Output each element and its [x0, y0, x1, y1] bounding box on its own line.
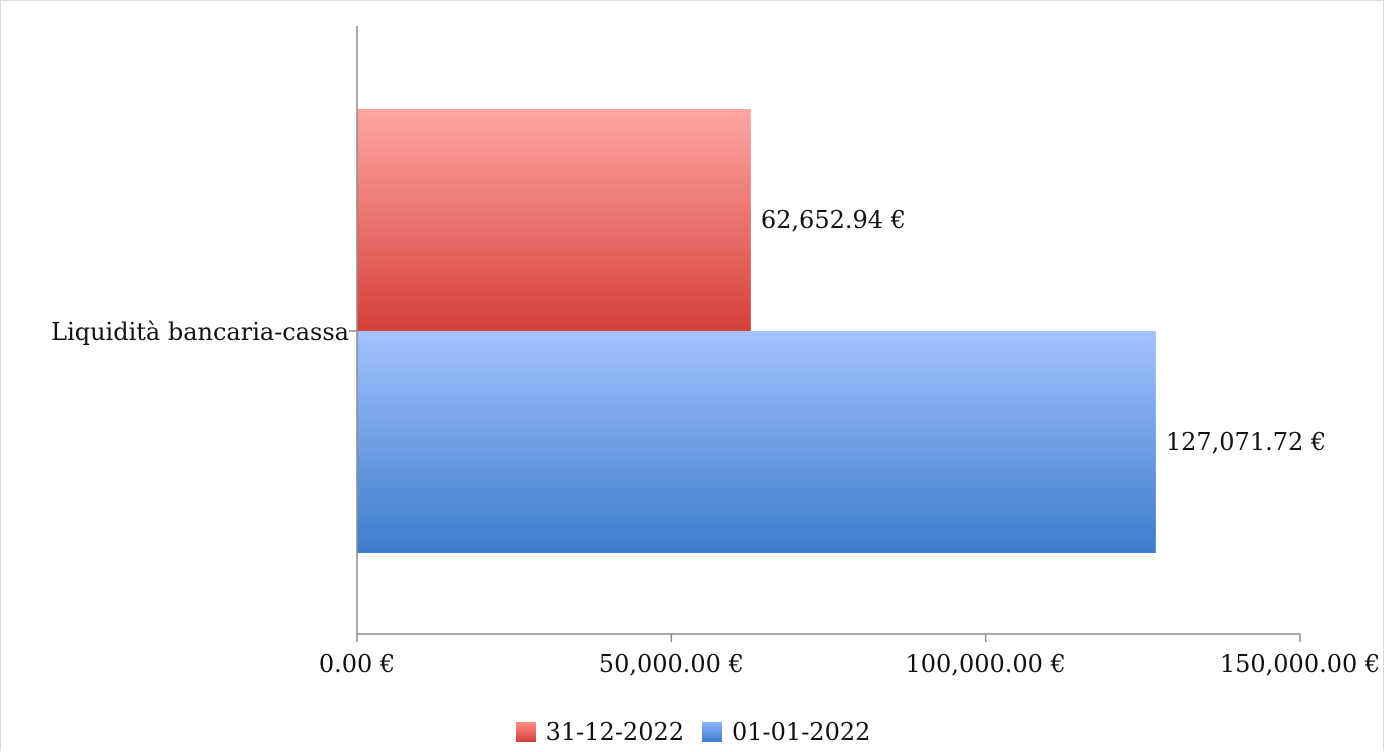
x-tick-label: 100,000.00 €	[906, 650, 1066, 678]
category-label: Liquidità bancaria-cassa	[51, 318, 349, 346]
legend-label-series-2: 01-01-2022	[732, 718, 871, 746]
legend-item-series-1: 31-12-2022	[515, 718, 684, 746]
x-tick-label: 50,000.00 €	[599, 650, 744, 678]
data-label-series-2: 127,071.72 €	[1166, 428, 1326, 456]
legend-label-series-1: 31-12-2022	[545, 718, 684, 746]
bar-series-1	[357, 109, 751, 331]
bar-series-2	[357, 331, 1156, 553]
legend-swatch-series-1	[515, 722, 536, 742]
x-tick-label: 0.00 €	[319, 650, 395, 678]
legend: 31-12-2022 01-01-2022	[0, 712, 1386, 752]
legend-item-series-2: 01-01-2022	[702, 718, 870, 746]
data-label-series-1: 62,652.94 €	[761, 206, 906, 234]
legend-swatch-series-2	[702, 722, 722, 742]
x-tick-label: 150,000.00 €	[1220, 650, 1380, 678]
